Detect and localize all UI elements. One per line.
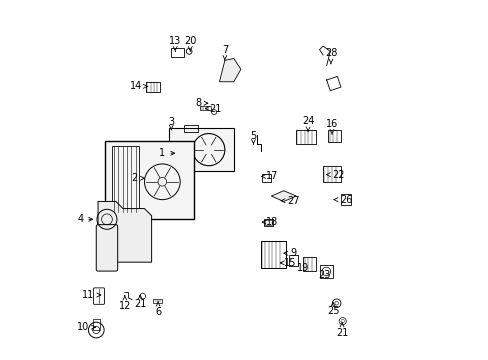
Text: 10: 10 [77, 322, 95, 332]
Bar [264, 219, 272, 226]
Text: 21: 21 [134, 295, 146, 309]
Text: 3: 3 [168, 117, 174, 130]
Text: 2: 2 [131, 173, 144, 183]
Text: 13: 13 [169, 36, 181, 51]
FancyBboxPatch shape [169, 128, 233, 171]
Text: 5: 5 [250, 131, 256, 144]
Bar [262, 174, 271, 182]
Bar [105, 141, 194, 219]
Bar [171, 48, 183, 57]
Bar [319, 265, 332, 278]
Bar [264, 220, 271, 225]
FancyBboxPatch shape [96, 225, 118, 271]
Text: 28: 28 [324, 48, 336, 64]
Bar [303, 257, 315, 271]
Text: 11: 11 [82, 290, 101, 300]
Bar [183, 125, 198, 132]
Bar [323, 166, 340, 182]
Bar [328, 130, 340, 143]
Text: 21: 21 [205, 104, 221, 113]
Text: 23: 23 [318, 270, 330, 280]
Text: 22: 22 [326, 170, 345, 180]
Text: 9: 9 [284, 248, 296, 258]
Text: 6: 6 [155, 302, 161, 317]
Bar [200, 106, 210, 111]
Polygon shape [271, 191, 296, 202]
Text: 27: 27 [281, 196, 299, 206]
Text: 4: 4 [77, 214, 92, 224]
Bar [146, 82, 160, 93]
Bar [340, 194, 350, 205]
Polygon shape [219, 59, 241, 82]
Text: 17: 17 [262, 171, 277, 181]
Text: 12: 12 [119, 295, 131, 311]
Text: 25: 25 [326, 302, 339, 316]
Text: 14: 14 [129, 81, 147, 91]
Bar [296, 130, 315, 144]
Text: 21: 21 [335, 322, 347, 338]
Bar [112, 146, 139, 212]
Bar [288, 255, 298, 266]
Bar [260, 241, 285, 267]
Text: 18: 18 [262, 217, 278, 227]
Text: 19: 19 [297, 263, 309, 273]
Text: 1: 1 [159, 148, 174, 158]
Text: 7: 7 [221, 45, 227, 60]
Text: 24: 24 [301, 116, 314, 132]
Bar [153, 299, 162, 303]
Text: 16: 16 [325, 118, 338, 134]
Text: 20: 20 [183, 36, 196, 51]
Polygon shape [98, 202, 151, 262]
Text: 8: 8 [195, 98, 207, 108]
Bar [93, 319, 100, 330]
Text: 26: 26 [333, 195, 352, 204]
Text: 15: 15 [280, 258, 296, 268]
